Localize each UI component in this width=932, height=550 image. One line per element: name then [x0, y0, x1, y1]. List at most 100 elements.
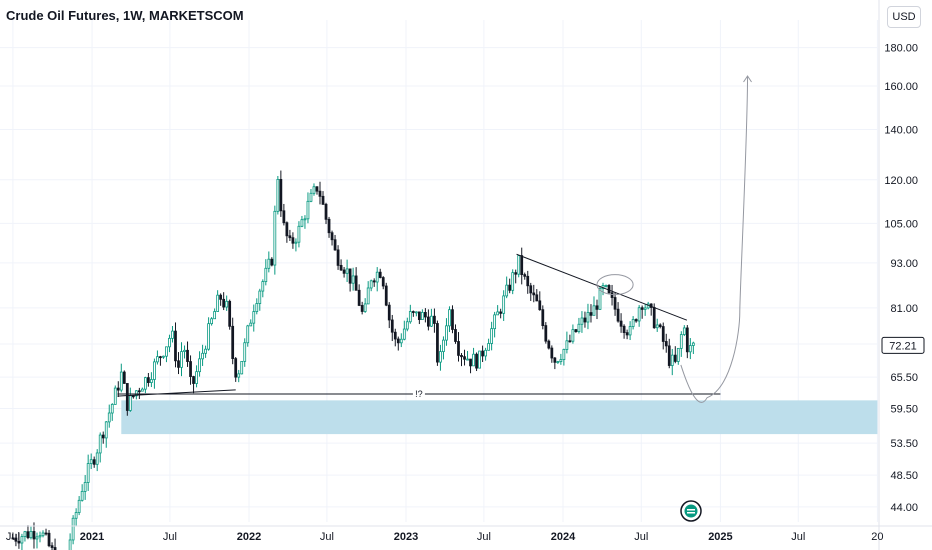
candle-body — [670, 354, 674, 366]
candle-body — [321, 195, 325, 205]
candle-body — [378, 271, 382, 278]
candle-body — [68, 539, 72, 550]
candles — [11, 170, 695, 550]
candle-body — [198, 358, 201, 373]
candle-body — [11, 537, 15, 540]
candle-body — [318, 190, 322, 197]
candle-body — [47, 532, 51, 547]
candle-body — [276, 179, 280, 212]
drawings: !? — [117, 75, 752, 403]
candle-body — [165, 346, 168, 357]
time-tick-label: Jul — [163, 531, 177, 543]
time-tick-label: 2022 — [237, 531, 261, 543]
candle-body — [297, 225, 301, 243]
highlight-circle — [596, 274, 634, 296]
candle-body — [23, 531, 27, 538]
price-tick-label: 44.00 — [890, 502, 918, 514]
tradingview-logo-icon[interactable] — [680, 500, 702, 522]
candle-body — [285, 222, 289, 237]
time-tick-label: Jul — [791, 531, 805, 543]
candle-body — [86, 463, 90, 483]
candle-body — [267, 258, 271, 269]
candle-body — [511, 272, 515, 291]
candle-body — [150, 379, 153, 383]
candle-body — [472, 353, 475, 367]
support-line-label: !? — [415, 389, 423, 399]
candle-body — [333, 239, 337, 251]
grid-lines — [0, 20, 878, 522]
candle-body — [156, 356, 159, 363]
candle-body — [252, 311, 256, 324]
candle-body — [679, 334, 683, 349]
rising-trendline — [117, 389, 236, 397]
candle-body — [180, 351, 183, 368]
candle-body — [634, 319, 638, 322]
candle-body — [122, 371, 126, 384]
candle-body — [637, 307, 641, 322]
time-tick-label: 2021 — [80, 531, 104, 543]
candle-body — [535, 294, 539, 302]
candle-body — [610, 292, 614, 298]
candle-body — [652, 307, 656, 329]
candle-body — [574, 329, 578, 332]
candle-body — [240, 360, 244, 375]
candle-body — [625, 332, 629, 336]
candle-body — [547, 340, 551, 349]
price-tick-label: 53.50 — [890, 438, 918, 450]
candle-body — [77, 499, 81, 513]
candle-body — [342, 269, 346, 274]
time-tick-label: 2023 — [394, 531, 418, 543]
time-tick-label: Jul — [6, 531, 20, 543]
candle-body — [246, 325, 250, 344]
price-tick-label: 93.00 — [890, 258, 918, 270]
candle-body — [553, 357, 557, 363]
price-tick-label: 180.00 — [884, 43, 918, 55]
candle-body — [351, 275, 355, 284]
candle-body — [405, 321, 409, 330]
candle-body — [538, 300, 542, 311]
candle-body — [231, 325, 235, 359]
candle-body — [258, 290, 262, 304]
candle-body — [661, 326, 665, 342]
candle-body — [41, 532, 45, 537]
candle-body — [445, 325, 448, 341]
candle-body — [300, 219, 304, 227]
candle-body — [643, 307, 647, 310]
candle-body — [80, 490, 84, 501]
candle-body — [430, 315, 433, 327]
candle-body — [270, 258, 274, 266]
currency-button[interactable]: USD — [887, 6, 921, 28]
candle-body — [556, 361, 560, 364]
candle-body — [134, 390, 138, 397]
time-tick-label: Jul — [477, 531, 491, 543]
candle-body — [433, 315, 436, 324]
candle-body — [207, 323, 210, 350]
candle-body — [559, 359, 563, 363]
candle-body — [508, 284, 512, 291]
candle-body — [505, 284, 509, 297]
candle-body — [691, 342, 695, 346]
candle-body — [38, 535, 42, 538]
candle-body — [261, 281, 265, 292]
candle-body — [237, 373, 241, 378]
price-tick-label: 160.00 — [884, 81, 918, 93]
candle-body — [457, 341, 460, 356]
candle-body — [89, 459, 93, 464]
candle-body — [658, 324, 662, 327]
candle-body — [499, 311, 503, 314]
candle-body — [550, 347, 554, 359]
candle-body — [168, 337, 171, 348]
price-axis[interactable]: 180.00 160.00 140.00 120.00 105.00 93.00 81.00… — [878, 0, 925, 550]
candle-body — [562, 349, 566, 361]
candle-body — [469, 358, 472, 367]
price-tick-label: 105.00 — [884, 218, 918, 230]
candle-body — [592, 305, 596, 316]
candle-body — [384, 285, 388, 306]
candle-body — [348, 268, 352, 284]
candle-body — [439, 351, 442, 363]
candle-body — [177, 360, 180, 368]
candle-body — [249, 322, 253, 327]
candle-body — [219, 294, 223, 300]
time-axis[interactable]: Jul 2021 Jul 2022 Jul 2023 Jul 2024 Jul 2025 Jul 20 — [0, 525, 932, 543]
